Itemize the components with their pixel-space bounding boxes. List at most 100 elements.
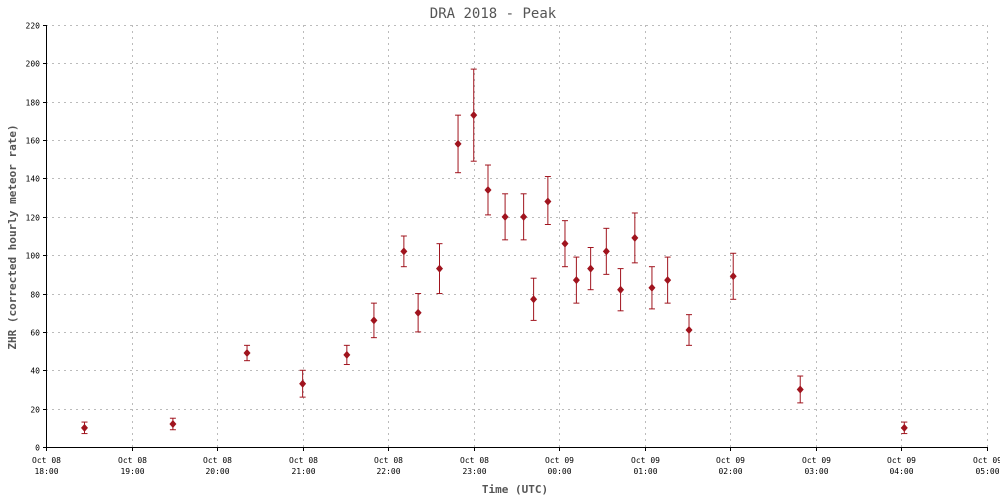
point-marker [631, 233, 639, 242]
x-tick-label-date: Oct 08 [374, 456, 403, 465]
data-point [370, 302, 378, 339]
x-tick-label-date: Oct 08 [460, 456, 489, 465]
chart-title: DRA 2018 - Peak [430, 6, 557, 22]
x-tick-label-date: Oct 09 [973, 456, 1000, 465]
x-tick-label-time: 03:00 [804, 467, 828, 476]
data-point [796, 375, 804, 404]
data-point [484, 164, 492, 216]
point-marker [796, 385, 804, 394]
y-tick-label: 100 [26, 252, 41, 261]
x-tick-label-date: Oct 09 [887, 456, 916, 465]
data-point [685, 314, 693, 346]
data-point [501, 193, 509, 241]
point-marker [685, 325, 693, 334]
point-marker [520, 212, 528, 221]
point-marker [400, 247, 408, 256]
y-tick-label: 140 [26, 175, 41, 184]
data-point [900, 421, 908, 435]
x-tick-label-time: 19:00 [120, 467, 144, 476]
point-marker [530, 295, 538, 304]
data-point [631, 212, 639, 264]
point-marker [544, 197, 552, 206]
x-axis-label: Time (UTC) [482, 483, 548, 496]
x-tick-label-time: 21:00 [291, 467, 315, 476]
y-tick-label: 120 [26, 214, 41, 223]
point-marker [80, 423, 88, 432]
x-tick-label-date: Oct 08 [203, 456, 232, 465]
point-marker [343, 350, 351, 359]
data-point [602, 227, 610, 275]
point-marker [729, 272, 737, 281]
x-tick-label-time: 20:00 [205, 467, 229, 476]
y-tick-label: 0 [35, 444, 40, 453]
data-point [169, 417, 177, 431]
data-points [80, 68, 908, 435]
y-tick-label: 220 [26, 22, 41, 31]
point-marker [664, 276, 672, 285]
x-tick-label-time: 01:00 [633, 467, 657, 476]
x-tick-label-date: Oct 08 [118, 456, 147, 465]
x-tick-label-time: 04:00 [889, 467, 913, 476]
data-point [664, 256, 672, 304]
x-tick-label-date: Oct 08 [32, 456, 61, 465]
y-axis-label: ZHR (corrected hourly meteor rate) [6, 124, 19, 349]
point-marker [900, 423, 908, 432]
y-tick-label: 200 [26, 60, 41, 69]
data-point [729, 252, 737, 300]
data-point [587, 247, 595, 291]
axes [43, 25, 988, 451]
data-point [544, 176, 552, 225]
x-tick-label-time: 18:00 [34, 467, 58, 476]
data-point [470, 68, 478, 162]
x-tick-label-time: 23:00 [462, 467, 486, 476]
data-point [617, 268, 625, 312]
x-tick-label-time: 22:00 [376, 467, 400, 476]
grid [46, 25, 988, 447]
data-point [454, 114, 462, 174]
x-tick-label-date: Oct 09 [545, 456, 574, 465]
point-marker [617, 285, 625, 294]
data-point [561, 220, 569, 268]
data-point [530, 277, 538, 321]
y-tick-label: 160 [26, 137, 41, 146]
y-tick-label: 180 [26, 99, 41, 108]
point-marker [484, 185, 492, 194]
point-marker [454, 139, 462, 148]
x-tick-label-date: Oct 09 [631, 456, 660, 465]
point-marker [602, 247, 610, 256]
x-tick-label-time: 05:00 [975, 467, 999, 476]
y-tick-label: 40 [30, 367, 40, 376]
data-point [343, 344, 351, 366]
point-marker [243, 349, 251, 358]
point-marker [370, 316, 378, 325]
data-point [243, 344, 251, 362]
x-tick-label-time: 00:00 [547, 467, 571, 476]
data-point [572, 256, 580, 304]
y-tick-label: 60 [30, 329, 40, 338]
point-marker [648, 283, 656, 292]
x-tick-label-date: Oct 09 [716, 456, 745, 465]
point-marker [572, 276, 580, 285]
data-point [436, 243, 444, 295]
x-tick-labels: Oct 08 18:00 Oct 08 19:00 Oct 08 20:00 Oct 08 2… [32, 456, 1000, 476]
data-point [400, 235, 408, 268]
point-marker [169, 419, 177, 428]
y-tick-labels: 0 20 40 60 80 100 120 140 160 180 200 220 [26, 22, 41, 453]
point-marker [299, 379, 307, 388]
data-point [80, 421, 88, 435]
y-tick-label: 20 [30, 406, 40, 415]
point-marker [561, 239, 569, 248]
point-marker [587, 264, 595, 273]
data-point [648, 266, 656, 310]
point-marker [501, 212, 509, 221]
data-point [299, 369, 307, 398]
y-tick-label: 80 [30, 291, 40, 300]
x-tick-label-date: Oct 09 [802, 456, 831, 465]
data-point [520, 193, 528, 241]
x-tick-label-time: 02:00 [718, 467, 742, 476]
point-marker [414, 308, 422, 317]
data-point [414, 293, 422, 333]
x-tick-label-date: Oct 08 [289, 456, 318, 465]
point-marker [470, 111, 478, 120]
